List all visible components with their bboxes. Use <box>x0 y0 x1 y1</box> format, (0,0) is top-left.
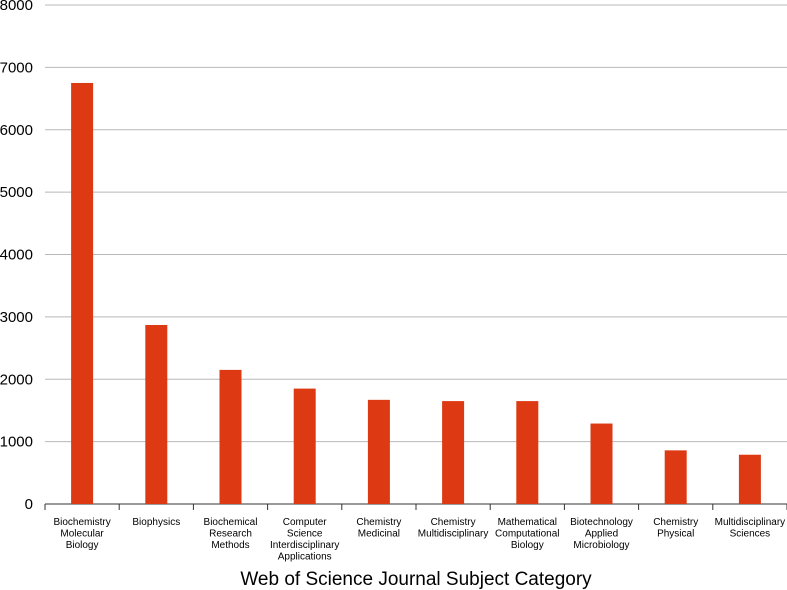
x-tick-label-line: Medicinal <box>358 529 400 540</box>
x-axis-label: Web of Science Journal Subject Category <box>240 569 592 590</box>
x-tick-label: Chemistry Medicinal <box>356 517 401 540</box>
bar <box>71 82 94 504</box>
x-tick-label: Biochemistry Molecular Biology <box>53 517 110 551</box>
y-tick-label: 5000 <box>0 184 33 201</box>
x-tick-label-line: Science <box>287 529 323 540</box>
x-tick-label-line: Biology <box>66 540 99 551</box>
x-tick-label-line: Biochemistry <box>53 517 110 528</box>
bar <box>664 450 687 504</box>
bar <box>442 401 465 504</box>
x-tick-label-line: Molecular <box>60 529 104 540</box>
bars <box>71 82 761 504</box>
x-tick-label: Mathematical Computational Biology <box>495 517 559 551</box>
x-tick-label-line: Chemistry <box>356 517 401 528</box>
y-tick-label: 2000 <box>0 371 33 388</box>
y-tick-label: 7000 <box>0 59 33 76</box>
x-tick-label: Biotechnology Applied Microbiology <box>570 517 633 551</box>
y-axis: 0 1000 2000 3000 4000 5000 6000 7000 8000 <box>0 0 33 513</box>
bar <box>590 423 613 504</box>
x-tick-label-line: Multidisciplinary <box>418 529 489 540</box>
y-tick-label: 0 <box>25 496 33 513</box>
bar <box>219 369 242 504</box>
gridlines <box>45 4 787 505</box>
bar <box>293 388 316 504</box>
y-tick-label: 1000 <box>0 434 33 451</box>
x-tick-label: Biochemical Research Methods <box>204 517 258 551</box>
bar <box>516 401 539 504</box>
x-tick-label-line: Biotechnology <box>570 517 633 528</box>
y-tick-label: 3000 <box>0 309 33 326</box>
x-tick-label: Chemistry Multidisciplinary <box>418 517 489 540</box>
y-tick-label: 4000 <box>0 247 33 264</box>
x-tick-label-line: Biology <box>511 540 544 551</box>
x-tick-label-line: Biochemical <box>204 517 258 528</box>
x-tick-label: Computer Science Interdisciplinary Applicat… <box>270 517 339 563</box>
x-tick-label-line: Computer <box>283 517 328 528</box>
x-tick-label: Multidisciplinary Sciences <box>715 517 786 540</box>
x-tick-label-line: Interdisciplinary <box>270 540 339 551</box>
x-tick-label-line: Methods <box>211 540 249 551</box>
x-tick-label-line: Chemistry <box>431 517 476 528</box>
x-tick-label-line: Research <box>209 529 252 540</box>
x-tick-label-line: Computational <box>495 529 559 540</box>
x-tick-label: Chemistry Physical <box>653 517 698 540</box>
x-tick-label-line: Biophysics <box>132 517 180 528</box>
x-tick-label-line: Applied <box>585 529 618 540</box>
x-tick-label-line: Mathematical <box>498 517 557 528</box>
y-tick-label: 6000 <box>0 122 33 139</box>
x-tick-label: Biophysics <box>132 517 180 528</box>
x-tick-label-line: Chemistry <box>653 517 698 528</box>
x-tick-label-line: Sciences <box>730 529 771 540</box>
x-tick-label-line: Multidisciplinary <box>715 517 786 528</box>
x-tick-label-line: Applications <box>278 552 332 563</box>
bar <box>738 454 761 504</box>
y-tick-label: 8000 <box>0 0 33 14</box>
bar <box>145 324 168 504</box>
x-tick-label-line: Physical <box>657 529 694 540</box>
bar <box>367 399 390 504</box>
x-tick-label-line: Microbiology <box>573 540 629 551</box>
